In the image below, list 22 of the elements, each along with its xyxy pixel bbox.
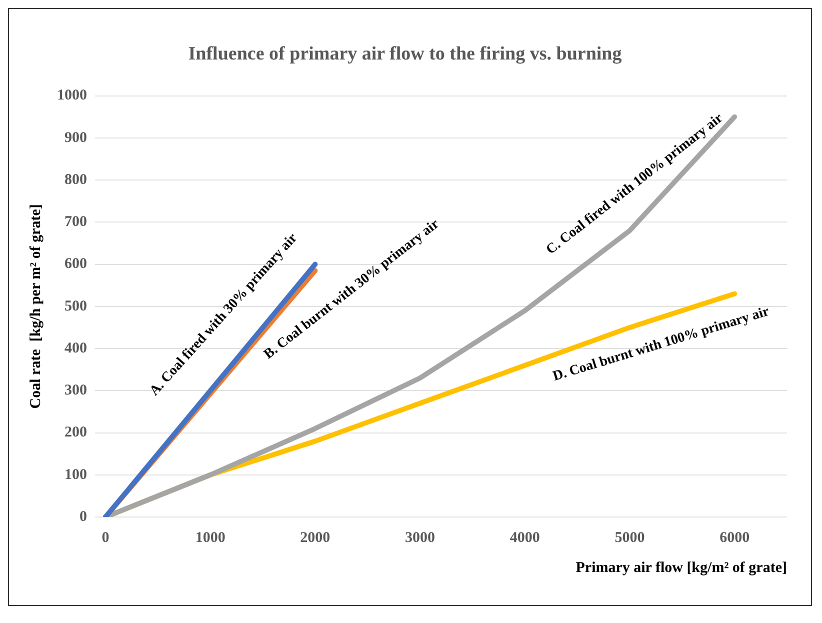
text: D. Coal burnt with 100% primary air xyxy=(551,304,771,384)
y-tick-label: 0 xyxy=(80,508,87,525)
y-tick-label: 200 xyxy=(64,424,87,441)
x-tick-label: 0 xyxy=(102,530,110,546)
x-tick-label: 3000 xyxy=(405,530,436,546)
x-tick-label: 6000 xyxy=(720,530,750,546)
y-tick-label: 800 xyxy=(64,172,87,188)
y-tick-label: 700 xyxy=(64,214,87,230)
y-axis-title: Coal rate [kg/h per m² of grate] xyxy=(28,204,44,409)
x-tick-label: 4000 xyxy=(510,530,540,546)
y-tick-label: 400 xyxy=(64,340,87,356)
x-axis-title: Primary air flow [kg/m² of grate] xyxy=(576,560,787,576)
x-tick-label: 2000 xyxy=(300,530,330,546)
y-tick-label: 300 xyxy=(64,382,87,399)
x-tick-label: 1000 xyxy=(195,530,226,546)
y-tick-label: 1000 xyxy=(57,88,87,104)
y-tick-label: 100 xyxy=(64,466,87,483)
y-tick-label: 900 xyxy=(64,130,87,146)
y-tick-label: 600 xyxy=(64,256,87,272)
chart-title: Influence of primary air flow to the firing vs. burning xyxy=(188,43,622,64)
y-tick-label: 500 xyxy=(64,298,87,314)
x-tick-label: 5000 xyxy=(614,530,645,546)
